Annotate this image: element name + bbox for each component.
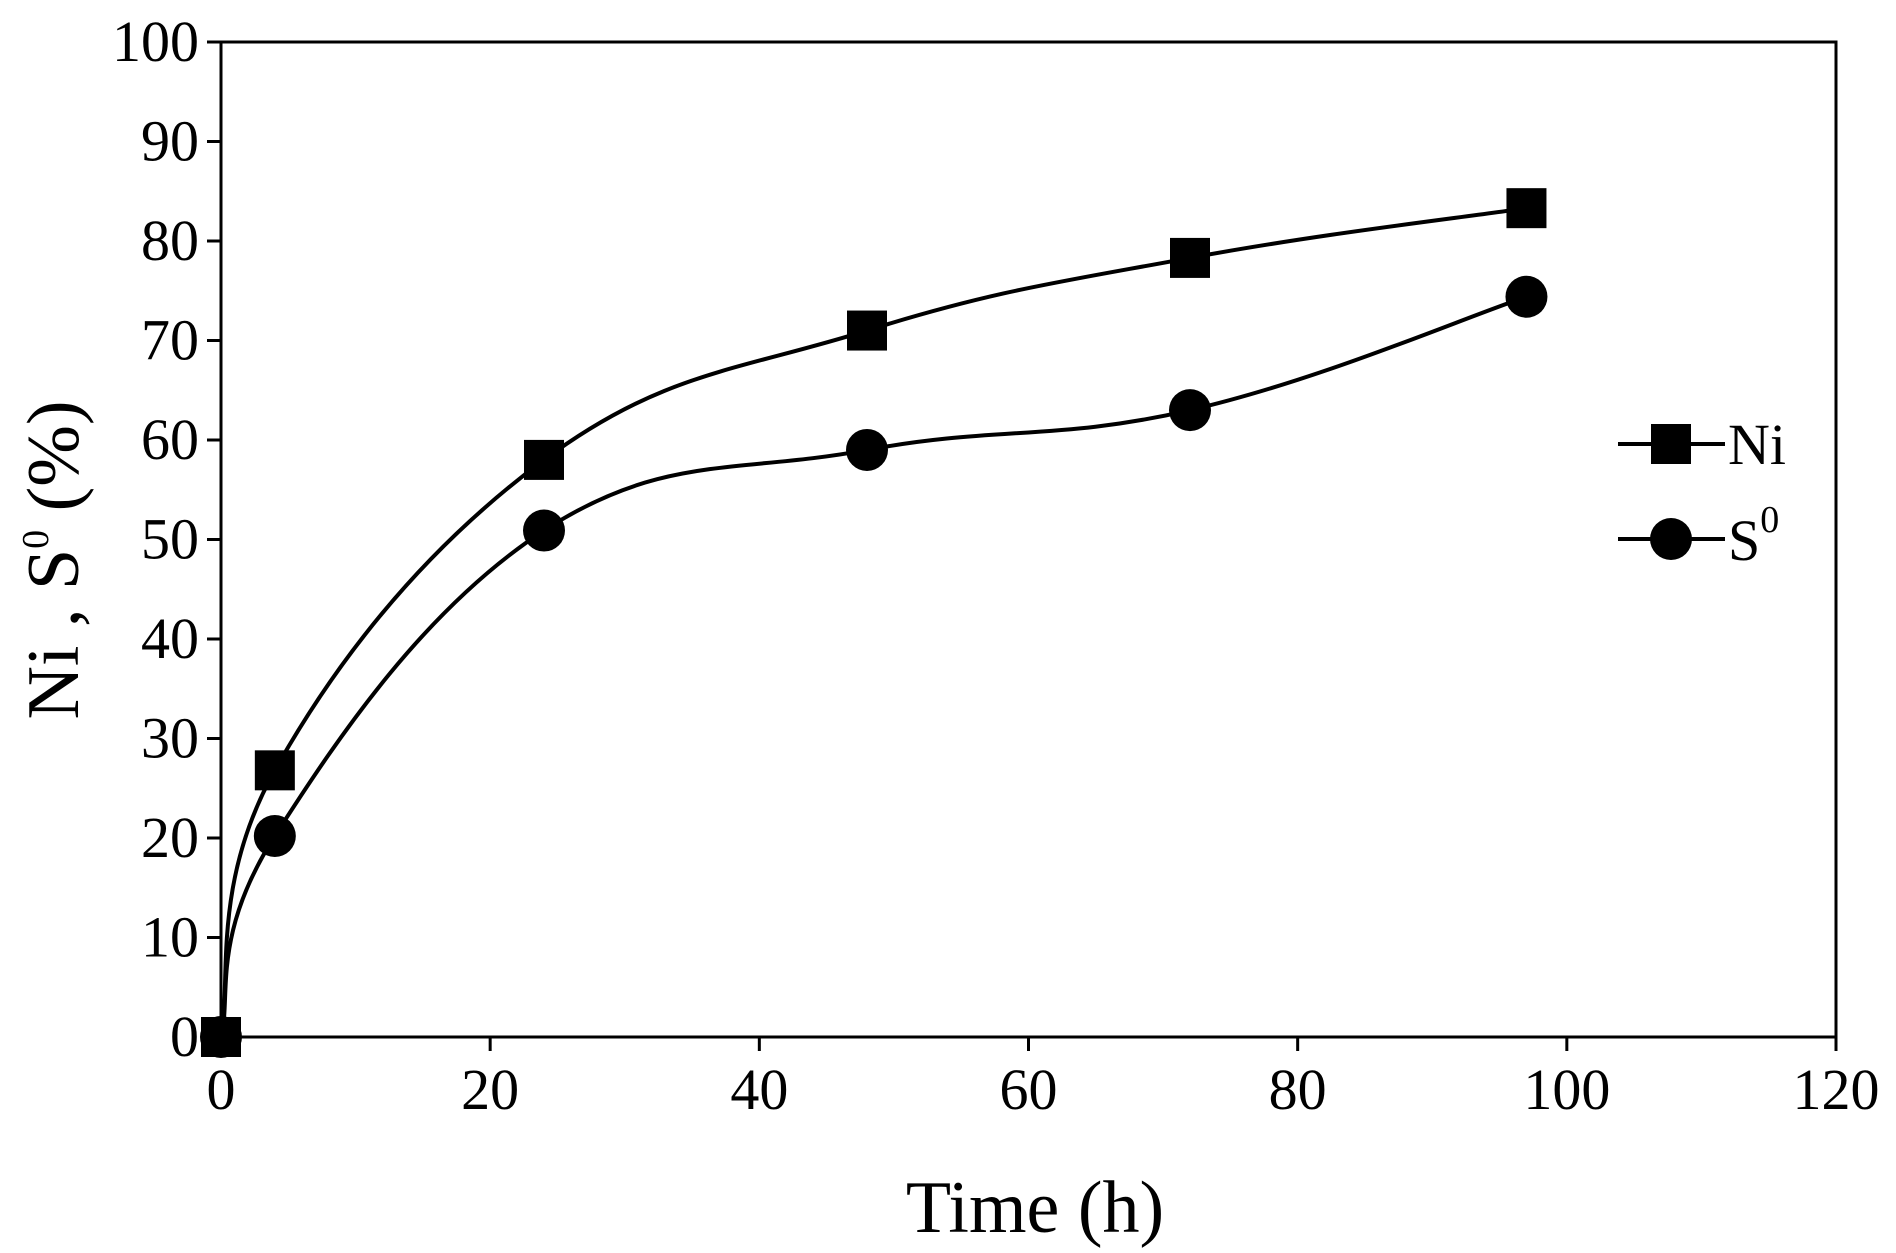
- data-point-s0: [1505, 275, 1548, 318]
- data-point-s0: [200, 1016, 242, 1058]
- plot-frame: [219, 40, 1838, 1039]
- x-tick-label: 120: [1793, 1057, 1880, 1122]
- data-point-s0: [253, 815, 296, 858]
- plot-area-border: [219, 40, 1838, 1039]
- y-tick-label: 60: [141, 407, 199, 472]
- data-point-ni: [254, 750, 295, 791]
- legend: Ni S0: [1618, 412, 1786, 573]
- y-tick-label: 10: [141, 905, 199, 970]
- data-point-ni: [524, 439, 564, 480]
- y-tick-label: 80: [141, 208, 199, 273]
- y-tick-label: 70: [141, 308, 199, 373]
- y-axis-title-base: Ni , S: [13, 549, 95, 720]
- x-tick-label: 20: [461, 1057, 519, 1122]
- x-axis-title: Time (h): [906, 1167, 1164, 1249]
- x-tick-label: 40: [730, 1057, 788, 1122]
- data-point-s0: [1169, 389, 1211, 432]
- data-point-ni: [1506, 188, 1547, 229]
- y-tick-label: 30: [141, 706, 199, 771]
- legend-marker-s0: [1650, 518, 1692, 560]
- y-axis-title-sup: 0: [15, 530, 57, 549]
- legend-marker-ni: [1651, 424, 1691, 464]
- y-tick-label: 100: [112, 9, 199, 74]
- data-point-ni: [847, 310, 887, 351]
- legend-item-s0: S0: [1618, 499, 1779, 573]
- x-tick-label: 80: [1269, 1057, 1327, 1122]
- data-point-s0: [523, 509, 565, 552]
- legend-label-s0: S0: [1728, 499, 1779, 573]
- x-tick-label: 60: [1000, 1057, 1058, 1122]
- y-axis-title-tail: (%): [13, 400, 95, 529]
- y-tick-label: 0: [170, 1004, 199, 1069]
- series-layer: [200, 188, 1548, 1058]
- y-axis-title: Ni , S0 (%): [13, 400, 95, 719]
- legend-label-ni: Ni: [1728, 412, 1786, 477]
- x-axis-ticks: 0 20 40 60 80 100 120: [207, 1037, 1880, 1122]
- x-tick-label: 0: [207, 1057, 236, 1122]
- y-tick-label: 40: [141, 606, 199, 671]
- y-tick-label: 20: [141, 805, 199, 870]
- y-tick-label: 50: [141, 507, 199, 572]
- legend-item-ni: Ni: [1618, 412, 1786, 477]
- data-point-s0: [846, 428, 888, 471]
- y-axis-ticks: 0 10 20 30 40 50 60 70 80 90 100: [112, 9, 221, 1069]
- y-tick-label: 90: [141, 109, 199, 174]
- data-point-ni: [1170, 237, 1210, 278]
- series-line-s0: [219, 294, 1528, 1038]
- x-tick-label: 100: [1523, 1057, 1610, 1122]
